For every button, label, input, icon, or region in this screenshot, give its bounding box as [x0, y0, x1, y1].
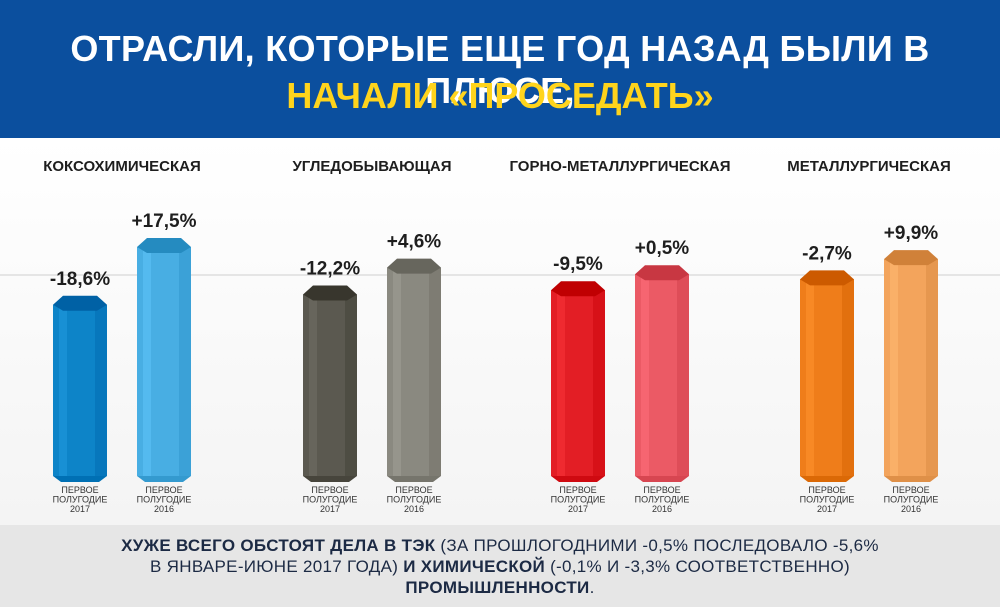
bar-caption: 2017 [817, 504, 837, 514]
chart-area: КОКСОХИМИЧЕСКАЯ -18,6% ПЕРВОЕ ПОЛУГОДИЕ 2017… [0, 138, 1000, 525]
bar-caption: ПОЛУГОДИЕ [53, 495, 108, 505]
bar-caption: ПЕРВОЕ [808, 485, 845, 495]
bar-caption: ПОЛУГОДИЕ [800, 495, 855, 505]
bar-caption: 2017 [568, 504, 588, 514]
bar-2017 [53, 295, 107, 482]
bar-2016 [884, 250, 938, 482]
bar-facet [429, 267, 441, 476]
footer-line-3: ПРОМЫШЛЕННОСТИ. [0, 577, 1000, 598]
bar-2016 [137, 238, 191, 482]
bar-chart: КОКСОХИМИЧЕСКАЯ-18,6%ПЕРВОЕПОЛУГОДИЕ2017… [0, 158, 1000, 514]
footer-emphasis-tek: ХУЖЕ ВСЕГО ОБСТОЯТ ДЕЛА В ТЭК [121, 536, 436, 555]
bar-caption: 2016 [652, 504, 672, 514]
bar-caption: 2016 [901, 504, 921, 514]
bar-caption: ПЕРВОЕ [559, 485, 596, 495]
category-label: ГОРНО-МЕТАЛЛУРГИЧЕСКАЯ [509, 158, 730, 175]
page-subtitle: НАЧАЛИ «ПРОСЕДАТЬ» [286, 75, 714, 116]
footer-line-1: ХУЖЕ ВСЕГО ОБСТОЯТ ДЕЛА В ТЭК (ЗА ПРОШЛО… [0, 535, 1000, 556]
bar-top [387, 258, 441, 274]
bar-caption: ПОЛУГОДИЕ [137, 495, 192, 505]
bar-facet [890, 259, 898, 476]
bar-facet [557, 290, 565, 476]
footer-line-2: В ЯНВАРЕ-ИЮНЕ 2017 ГОДА) И ХИМИЧЕСКОЙ (-… [0, 556, 1000, 577]
value-label: +9,9% [884, 223, 939, 244]
bar-caption: ПЕРВОЕ [643, 485, 680, 495]
value-label: -12,2% [300, 259, 360, 280]
bar-caption: 2016 [404, 504, 424, 514]
value-label: -2,7% [802, 243, 852, 264]
bar-caption: ПОЛУГОДИЕ [387, 495, 442, 505]
footer-text-1: (ЗА ПРОШЛОГОДНИМИ -0,5% ПОСЛЕДОВАЛО -5,6… [435, 536, 879, 555]
bar-top [137, 238, 191, 253]
footer-emphasis-industry: ПРОМЫШЛЕННОСТИ [405, 578, 590, 597]
value-label: -9,5% [553, 254, 603, 275]
bar-bottom [800, 476, 854, 482]
value-label: +0,5% [635, 238, 690, 259]
bar-2016 [635, 265, 689, 482]
bar-caption: ПОЛУГОДИЕ [551, 495, 606, 505]
bar-facet [926, 259, 938, 476]
footer-text-4: . [589, 578, 595, 597]
bar-facet [143, 247, 151, 476]
footer-text-3: (-0,1% И -3,3% СООТВЕТСТВЕННО) [545, 557, 850, 576]
bar-facet [641, 274, 649, 476]
bar-facet [95, 304, 107, 476]
bar-caption: ПЕРВОЕ [311, 485, 348, 495]
category-label: МЕТАЛЛУРГИЧЕСКАЯ [787, 158, 951, 175]
category-label: КОКСОХИМИЧЕСКАЯ [43, 158, 201, 175]
bar-top [800, 270, 854, 286]
bar-top [551, 281, 605, 297]
bar-caption: ПЕРВОЕ [892, 485, 929, 495]
bar-facet [806, 279, 814, 476]
bar-bottom [137, 476, 191, 482]
bar-facet [179, 247, 191, 476]
bar-bottom [551, 476, 605, 482]
bar-bottom [53, 476, 107, 482]
footer-text-2: В ЯНВАРЕ-ИЮНЕ 2017 ГОДА) [150, 557, 404, 576]
value-label: +4,6% [387, 232, 442, 253]
bar-2017 [800, 270, 854, 482]
bar-caption: ПЕРВОЕ [395, 485, 432, 495]
bar-caption: ПОЛУГОДИЕ [635, 495, 690, 505]
bar-top [884, 250, 938, 266]
bar-facet [593, 290, 605, 476]
bar-facet [393, 267, 401, 476]
bar-facet [59, 304, 67, 476]
category-label: УГЛЕДОБЫВАЮЩАЯ [292, 158, 451, 175]
value-label: +17,5% [132, 211, 197, 232]
bar-bottom [303, 476, 357, 482]
bar-facet [842, 279, 854, 476]
header-banner: ОТРАСЛИ, КОТОРЫЕ ЕЩЕ ГОД НАЗАД БЫЛИ В ПЛ… [0, 0, 1000, 138]
bar-2017 [551, 281, 605, 482]
page-title: ОТРАСЛИ, КОТОРЫЕ ЕЩЕ ГОД НАЗАД БЫЛИ В ПЛ… [70, 28, 930, 111]
bar-facet [677, 274, 689, 476]
bar-caption: ПОЛУГОДИЕ [884, 495, 939, 505]
bar-facet [309, 294, 317, 476]
bar-top [635, 265, 689, 281]
bar-top [53, 295, 107, 311]
footer-emphasis-chem: И ХИМИЧЕСКОЙ [403, 557, 546, 576]
bar-caption: 2016 [154, 504, 174, 514]
bar-2017 [303, 285, 357, 482]
bar-bottom [387, 476, 441, 482]
value-label: -18,6% [50, 269, 110, 290]
bar-top [303, 285, 357, 301]
bar-caption: ПЕРВОЕ [61, 485, 98, 495]
bar-caption: ПОЛУГОДИЕ [303, 495, 358, 505]
bar-caption: 2017 [70, 504, 90, 514]
bar-bottom [884, 476, 938, 482]
bar-caption: ПЕРВОЕ [145, 485, 182, 495]
bar-facet [345, 294, 357, 476]
bar-caption: 2017 [320, 504, 340, 514]
bar-2016 [387, 258, 441, 482]
bar-bottom [635, 476, 689, 482]
footer-note: ХУЖЕ ВСЕГО ОБСТОЯТ ДЕЛА В ТЭК (ЗА ПРОШЛО… [0, 525, 1000, 607]
